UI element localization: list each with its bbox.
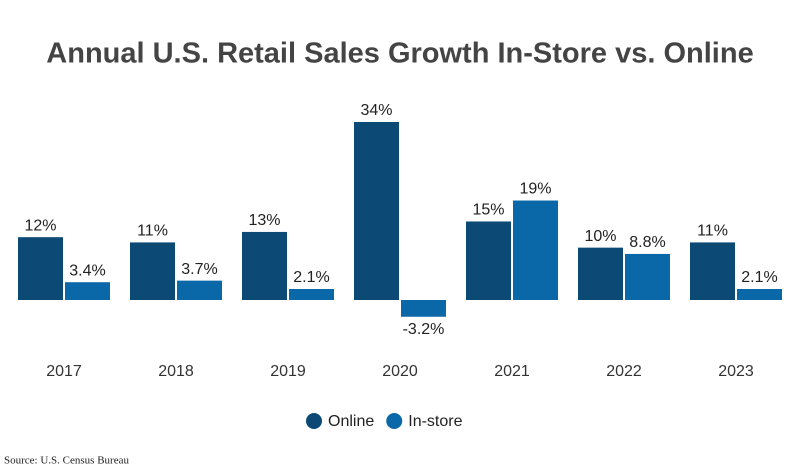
data-label: 8.8% xyxy=(629,234,665,251)
x-tick-label: 2023 xyxy=(718,363,754,380)
source: Source: U.S. Census Bureau xyxy=(4,455,129,467)
bar xyxy=(737,289,782,300)
bar xyxy=(289,289,334,300)
data-label: 11% xyxy=(137,223,168,240)
bar xyxy=(65,282,110,300)
data-label: 34% xyxy=(360,102,392,119)
bar xyxy=(625,253,670,300)
data-label: 13% xyxy=(248,212,280,229)
bar xyxy=(578,247,623,300)
x-tick-label: 2020 xyxy=(382,363,418,380)
bar xyxy=(130,242,175,300)
chart-title: Annual U.S. Retail Sales Growth In-Store… xyxy=(46,38,753,70)
data-label: 2.1% xyxy=(293,269,329,286)
bar xyxy=(177,280,222,300)
data-label: 12% xyxy=(24,217,56,234)
legend-label: Online xyxy=(328,413,374,430)
bar xyxy=(513,200,558,300)
bar xyxy=(690,242,735,300)
data-label: -3.2% xyxy=(403,321,445,338)
x-tick-label: 2022 xyxy=(606,363,642,380)
x-tick-label: 2021 xyxy=(494,363,530,380)
data-label: 3.4% xyxy=(69,262,105,279)
bar xyxy=(354,122,399,300)
data-label: 19% xyxy=(519,181,551,198)
data-label: 2.1% xyxy=(741,269,777,286)
legend-marker xyxy=(386,413,403,429)
x-tick-label: 2019 xyxy=(270,363,306,380)
x-tick-label: 2017 xyxy=(46,363,82,380)
bar xyxy=(401,300,446,317)
legend-marker xyxy=(306,413,322,429)
data-label: 10% xyxy=(584,228,616,245)
bar xyxy=(466,221,511,300)
data-label: 3.7% xyxy=(181,261,217,278)
data-label: 11% xyxy=(697,223,728,240)
bar xyxy=(18,237,63,300)
bar xyxy=(242,231,287,300)
x-tick-label: 2018 xyxy=(158,363,194,380)
data-label: 15% xyxy=(472,202,504,219)
legend-label: In-store xyxy=(408,413,462,430)
